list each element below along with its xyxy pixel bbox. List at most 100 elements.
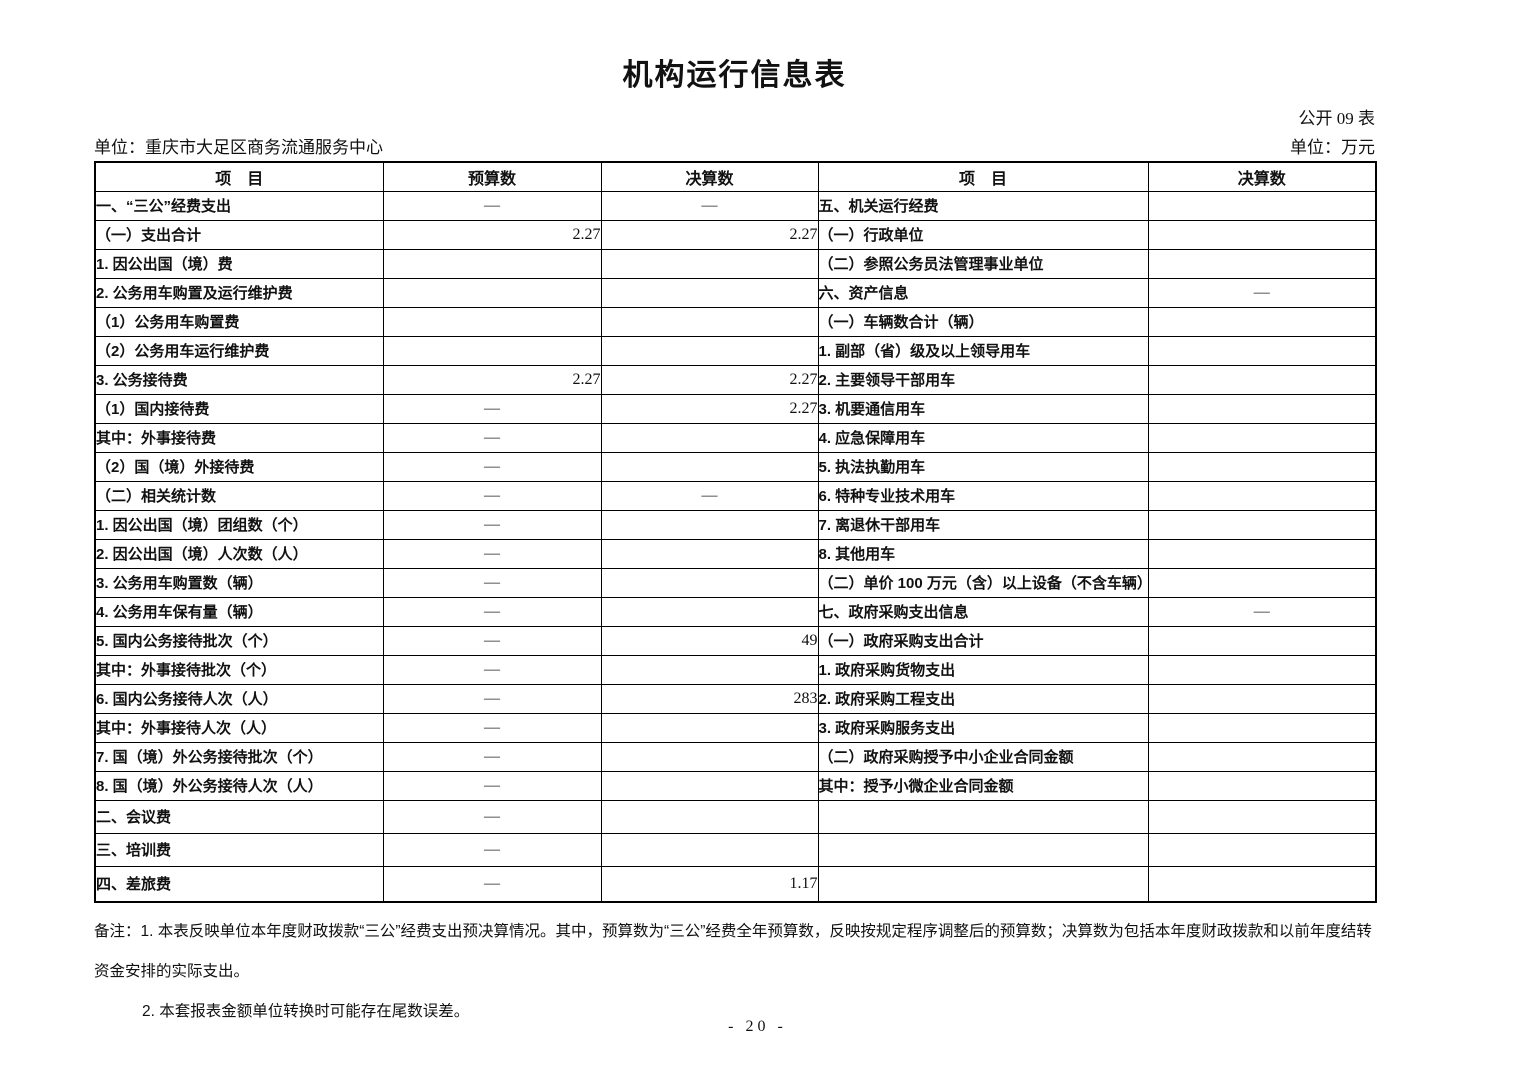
- final-value-left: [600, 596, 819, 627]
- final-value-right: [1147, 832, 1377, 867]
- final-value-left: [600, 770, 819, 801]
- item-label-right: 3. 机要通信用车: [817, 393, 1149, 424]
- budget-value: —: [382, 422, 602, 453]
- final-value-right: [1147, 865, 1377, 903]
- table-row: 2. 因公出国（境）人次数（人） — 8. 其他用车: [94, 538, 1377, 569]
- budget-value: 2.27: [382, 364, 602, 395]
- page-number: - 20 -: [728, 1018, 787, 1035]
- item-label-right: （二）政府采购授予中小企业合同金额: [817, 741, 1149, 772]
- table-row: 其中：外事接待批次（个） — 1. 政府采购货物支出: [94, 654, 1377, 685]
- table-code: 公开 09 表: [1298, 109, 1376, 128]
- item-label-left: 1. 因公出国（境）团组数（个）: [94, 509, 384, 540]
- final-value-right: [1147, 567, 1377, 598]
- item-label-right: 其中：授予小微企业合同金额: [817, 770, 1149, 801]
- item-label-left: 其中：外事接待费: [94, 422, 384, 453]
- notes: 备注：1. 本表反映单位本年度财政拨款“三公”经费支出预决算情况。其中，预算数为…: [94, 912, 1494, 1032]
- final-value-left: [600, 451, 819, 482]
- item-label-right: 1. 副部（省）级及以上领导用车: [817, 335, 1149, 366]
- item-label-right: 8. 其他用车: [817, 538, 1149, 569]
- final-value-left: 1.17: [600, 865, 819, 903]
- note-line-1: 备注：1. 本表反映单位本年度财政拨款“三公”经费支出预决算情况。其中，预算数为…: [94, 923, 1372, 940]
- item-label-left: 6. 国内公务接待人次（人）: [94, 683, 384, 714]
- final-value-right: [1147, 335, 1377, 366]
- budget-value: —: [382, 865, 602, 903]
- table-row: （1）公务用车购置费 （一）车辆数合计（辆）: [94, 306, 1377, 337]
- final-value-right: [1147, 538, 1377, 569]
- item-label-left: 一、“三公”经费支出: [94, 190, 384, 221]
- item-label-left: 4. 公务用车保有量（辆）: [94, 596, 384, 627]
- item-label-left: 5. 国内公务接待批次（个）: [94, 625, 384, 656]
- item-label-right: （二）单价 100 万元（含）以上设备（不含车辆）: [817, 567, 1149, 598]
- unit-currency: 单位：万元: [1290, 138, 1375, 157]
- item-label-right: 2. 主要领导干部用车: [817, 364, 1149, 395]
- budget-value: —: [382, 654, 602, 685]
- item-label-left: 8. 国（境）外公务接待人次（人）: [94, 770, 384, 801]
- final-value-right: —: [1147, 596, 1377, 627]
- item-label-left: 3. 公务用车购置数（辆）: [94, 567, 384, 598]
- final-value-left: 49: [600, 625, 819, 656]
- item-label-left: （2）国（境）外接待费: [94, 451, 384, 482]
- final-value-right: [1147, 712, 1377, 743]
- budget-value: —: [382, 799, 602, 834]
- table-row: 四、差旅费 —1.17: [94, 865, 1377, 903]
- item-label-left: 3. 公务接待费: [94, 364, 384, 395]
- final-value-right: [1147, 509, 1377, 540]
- budget-value: —: [382, 538, 602, 569]
- item-label-right: 7. 离退休干部用车: [817, 509, 1149, 540]
- budget-value: —: [382, 741, 602, 772]
- final-value-left: [600, 741, 819, 772]
- final-value-left: 2.27: [600, 364, 819, 395]
- table-row: 6. 国内公务接待人次（人） —283 2. 政府采购工程支出: [94, 683, 1377, 714]
- budget-value: —: [382, 480, 602, 511]
- table-row: （2）国（境）外接待费 — 5. 执法执勤用车: [94, 451, 1377, 482]
- final-value-right: [1147, 190, 1377, 221]
- final-value-left: [600, 538, 819, 569]
- table-row: 5. 国内公务接待批次（个） —49 （一）政府采购支出合计: [94, 625, 1377, 656]
- final-value-right: —: [1147, 277, 1377, 308]
- item-label-left: 1. 因公出国（境）费: [94, 248, 384, 279]
- item-label-left: 其中：外事接待人次（人）: [94, 712, 384, 743]
- budget-value: —: [382, 625, 602, 656]
- item-label-right: 1. 政府采购货物支出: [817, 654, 1149, 685]
- header-budget: 预算数: [382, 161, 602, 192]
- table-row: 1. 因公出国（境）费 （二）参照公务员法管理事业单位: [94, 248, 1377, 279]
- item-label-left: 2. 因公出国（境）人次数（人）: [94, 538, 384, 569]
- budget-value: [382, 306, 602, 337]
- table-row: 8. 国（境）外公务接待人次（人） — 其中：授予小微企业合同金额: [94, 770, 1377, 801]
- final-value-right: [1147, 654, 1377, 685]
- item-label-right: 七、政府采购支出信息: [817, 596, 1149, 627]
- budget-value: [382, 335, 602, 366]
- item-label-right: [817, 832, 1149, 867]
- note-line-2: 资金安排的实际支出。: [94, 963, 250, 980]
- final-value-right: [1147, 422, 1377, 453]
- table-row: 二、会议费 —: [94, 799, 1377, 834]
- final-value-right: [1147, 219, 1377, 250]
- table-row: 4. 公务用车保有量（辆） — 七、政府采购支出信息 —: [94, 596, 1377, 627]
- final-value-left: [600, 654, 819, 685]
- final-value-right: [1147, 799, 1377, 834]
- item-label-right: [817, 799, 1149, 834]
- item-label-left: （1）国内接待费: [94, 393, 384, 424]
- table-row: 1. 因公出国（境）团组数（个） — 7. 离退休干部用车: [94, 509, 1377, 540]
- final-value-left: 2.27: [600, 393, 819, 424]
- final-value-left: 2.27: [600, 219, 819, 250]
- final-value-right: [1147, 248, 1377, 279]
- table-row: 三、培训费 —: [94, 832, 1377, 867]
- final-value-left: [600, 306, 819, 337]
- note-line-3: 2. 本套报表金额单位转换时可能存在尾数误差。: [142, 1003, 470, 1020]
- final-value-left: [600, 277, 819, 308]
- budget-value: —: [382, 190, 602, 221]
- budget-value: [382, 248, 602, 279]
- table-row: 其中：外事接待费 — 4. 应急保障用车: [94, 422, 1377, 453]
- final-value-right: [1147, 306, 1377, 337]
- budget-value: —: [382, 712, 602, 743]
- table-row: （二）相关统计数 — —6. 特种专业技术用车: [94, 480, 1377, 511]
- item-label-left: 其中：外事接待批次（个）: [94, 654, 384, 685]
- header-item-left: 项 目: [94, 161, 384, 192]
- final-value-right: [1147, 364, 1377, 395]
- info-table: 项 目 预算数 决算数 项 目 决算数 一、“三公”经费支出 — — 五、机关运行经费…: [94, 161, 1377, 903]
- item-label-right: （一）车辆数合计（辆）: [817, 306, 1149, 337]
- item-label-right: （一）行政单位: [817, 219, 1149, 250]
- table-row: 3. 公务用车购置数（辆） — （二）单价 100 万元（含）以上设备（不含车辆）: [94, 567, 1377, 598]
- item-label-right: 5. 执法执勤用车: [817, 451, 1149, 482]
